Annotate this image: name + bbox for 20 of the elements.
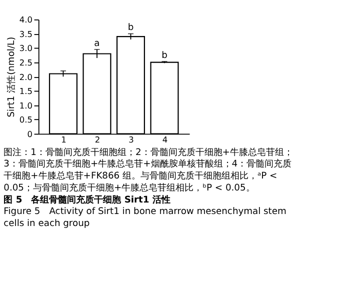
annotation: b	[128, 23, 134, 34]
y-tick-label: 0	[27, 128, 32, 139]
y-tick-label: 4.0	[19, 14, 32, 25]
x-tick-label: 3	[128, 134, 134, 144]
y-tick-label: 0.5	[19, 114, 32, 125]
text: 图注：1：骨髓间充质干细胞组；2：骨髓间充质干细胞+牛膝总皂苷组；3：骨髓间充质干细胞+牛膝总皂苷+烟酰胺单核苷酸组；4：骨髓间充质干细胞+牛膝总皂苷+FK866 组。与骨髓间充质干细胞组相比，ᵃP < 0.05；与骨髓间充质干细胞+牛膝总皂苷组相比，ᵇP < 0.05。	[4, 146, 293, 194]
y-tick-label: 2.5	[19, 58, 32, 68]
text: Figure 5 Activity of Sirt1 in bone marrow mesenchymal stem cells in each group	[4, 207, 286, 230]
x-tick-label: 2	[94, 134, 100, 144]
y-tick-label: 2.0	[19, 72, 32, 82]
y-tick-label: 3.0	[19, 43, 32, 54]
annotation: a	[94, 38, 100, 49]
y-tick-label: 1.5	[19, 86, 32, 96]
annotation: b	[162, 50, 168, 61]
y-tick-label: 1.0	[19, 100, 32, 110]
y-tick-label: 3.5	[19, 28, 32, 39]
x-tick-label: 4	[162, 134, 168, 144]
x-tick-label: 1	[61, 134, 66, 144]
y-axis-title: Sirt1 活性(nmol/L)	[6, 36, 17, 118]
text: 图 5 各组骨髓间充质干细胞 Sirt1 活性	[4, 194, 170, 206]
